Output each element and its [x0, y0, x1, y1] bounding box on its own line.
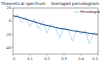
x-tick	[30, 54, 31, 56]
y-tick-label: 0	[9, 19, 12, 23]
title: Theoretical spectrum	[0, 1, 46, 6]
x-tick	[64, 54, 65, 56]
y-tick	[12, 21, 14, 22]
x-tick-label: 0	[13, 57, 16, 61]
series-line	[13, 16, 98, 34]
x-tick	[47, 54, 48, 56]
y-tick	[12, 34, 14, 35]
x-tick-label: 0.5	[92, 57, 98, 61]
y-tick-label: -20	[5, 33, 12, 37]
y-tick	[12, 47, 14, 48]
chart: Theoretical spectrum Averaged periodogram…	[0, 0, 100, 63]
y-tick-label: 20	[6, 6, 11, 10]
y-tick-label: -40	[5, 46, 12, 50]
subtitle: Averaged periodogram	[51, 1, 99, 6]
series-line	[13, 15, 98, 45]
x-tick-label: 0.3	[61, 57, 67, 61]
plot-frame	[13, 8, 98, 54]
x-tick	[13, 54, 14, 56]
x-tick	[81, 54, 82, 56]
x-tick-label: 0.2	[44, 57, 50, 61]
series-group	[13, 15, 98, 45]
legend-label: Periodogram	[80, 10, 100, 14]
y-tick	[12, 8, 14, 9]
x-tick-label: 0.1	[27, 57, 33, 61]
x-tick	[98, 54, 99, 56]
legend-swatch	[74, 12, 79, 13]
x-tick-label: 0.4	[78, 57, 84, 61]
